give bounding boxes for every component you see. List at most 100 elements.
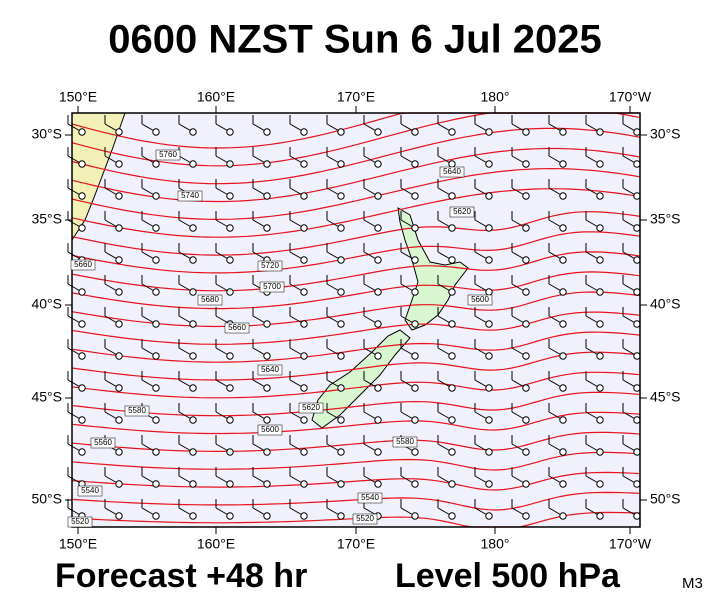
contour-line	[71, 371, 641, 399]
station	[596, 352, 604, 360]
contour-label: 5540	[81, 486, 99, 495]
station	[374, 384, 382, 392]
station	[633, 160, 641, 168]
station	[300, 160, 308, 168]
station	[559, 448, 567, 456]
title: 0600 NZST Sun 6 Jul 2025	[108, 18, 602, 62]
contour-label-box	[439, 166, 465, 178]
contour-label-box	[257, 424, 283, 436]
station	[226, 480, 234, 488]
station	[448, 480, 456, 488]
station	[337, 416, 345, 424]
station	[374, 160, 382, 168]
station	[226, 224, 234, 232]
contour-label: 5560	[94, 438, 112, 447]
contour-label-box	[257, 260, 283, 272]
station	[300, 352, 308, 360]
contour-label-box	[298, 402, 324, 414]
station	[485, 416, 493, 424]
lon-label-bottom: 170°E	[337, 536, 375, 552]
station	[263, 416, 271, 424]
lat-label-right: 45°S	[650, 389, 681, 405]
station	[115, 512, 123, 520]
station	[300, 288, 308, 296]
station	[263, 448, 271, 456]
contour-line	[71, 147, 641, 203]
station	[115, 384, 123, 392]
station	[374, 288, 382, 296]
station	[152, 416, 160, 424]
station	[189, 320, 197, 328]
contour-line	[71, 251, 641, 292]
station	[337, 128, 345, 136]
contour-label-box	[67, 516, 93, 528]
station	[115, 416, 123, 424]
contour-label-box	[77, 485, 103, 497]
station	[522, 320, 530, 328]
station	[411, 512, 419, 520]
contour-line	[71, 471, 641, 491]
station	[485, 128, 493, 136]
station	[152, 352, 160, 360]
station	[596, 512, 604, 520]
station	[226, 416, 234, 424]
contour-label: 5760	[159, 150, 177, 159]
contour-label-box	[155, 149, 181, 161]
model-label: M3	[682, 575, 703, 592]
station	[152, 256, 160, 264]
contour-line	[71, 291, 641, 328]
contour-label-box	[352, 513, 378, 525]
station	[78, 128, 86, 136]
station	[337, 192, 345, 200]
station	[78, 416, 86, 424]
station	[633, 384, 641, 392]
station	[115, 224, 123, 232]
contour-line	[71, 391, 641, 417]
station	[411, 160, 419, 168]
station	[411, 256, 419, 264]
contour-label-box	[392, 436, 418, 448]
lat-label-left: 45°S	[31, 389, 62, 405]
station	[633, 128, 641, 136]
station	[226, 384, 234, 392]
station	[300, 256, 308, 264]
station	[78, 448, 86, 456]
contour-line	[71, 311, 641, 345]
station	[485, 480, 493, 488]
station	[78, 192, 86, 200]
station	[596, 480, 604, 488]
station	[115, 288, 123, 296]
contour-label: 5520	[356, 514, 374, 523]
station	[411, 448, 419, 456]
contour-label-box	[449, 206, 475, 218]
contour-line	[71, 491, 641, 511]
contour-label: 5740	[181, 191, 199, 200]
station	[115, 480, 123, 488]
station	[226, 128, 234, 136]
station	[300, 480, 308, 488]
station	[300, 224, 308, 232]
station	[559, 288, 567, 296]
station	[115, 128, 123, 136]
lon-label-bottom: 160°E	[197, 536, 235, 552]
station	[78, 352, 86, 360]
station	[448, 320, 456, 328]
station	[411, 480, 419, 488]
station	[448, 256, 456, 264]
station	[633, 320, 641, 328]
station	[448, 352, 456, 360]
station	[411, 192, 419, 200]
lat-label-left: 35°S	[31, 211, 62, 227]
lat-label-right: 50°S	[650, 491, 681, 507]
station	[596, 384, 604, 392]
station	[596, 320, 604, 328]
station	[596, 160, 604, 168]
station	[189, 512, 197, 520]
station	[522, 256, 530, 264]
station	[522, 128, 530, 136]
station	[559, 512, 567, 520]
station	[485, 224, 493, 232]
station	[300, 384, 308, 392]
lon-label-bottom: 170°W	[609, 536, 652, 552]
